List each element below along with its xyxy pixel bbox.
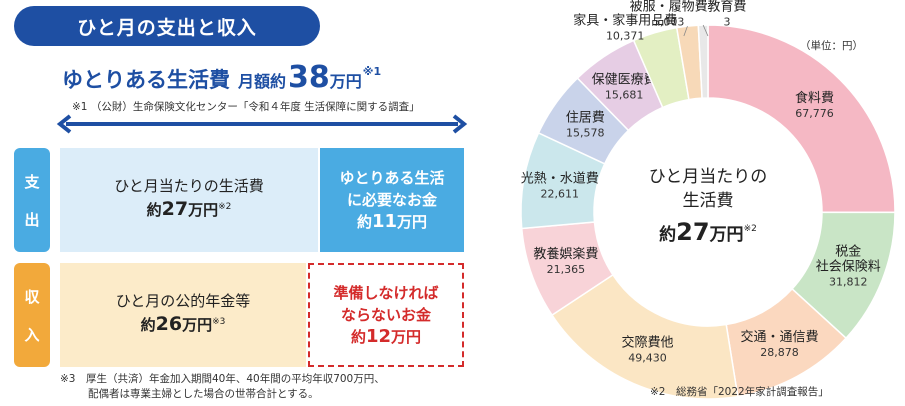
- income-tab-char-1: 収: [24, 287, 40, 306]
- footnote-3: ※3 厚生（共済）年金加入期間40年、40年間の平均年収700万円、 配偶者は専…: [60, 372, 385, 402]
- slice-name-furniture: 家具・家事用品費: [573, 13, 677, 29]
- prepare-amount: 約12万円: [350, 326, 422, 347]
- headline-number: 38: [288, 60, 330, 95]
- center-amount: 約27万円※2: [659, 218, 757, 246]
- slice-name-housing: 住居費: [566, 110, 605, 125]
- slice-value-clothing: 5,003: [653, 16, 685, 29]
- need-label-2: に必要なお金: [346, 191, 437, 209]
- living-cost-amount: 約27万円※2: [146, 198, 232, 220]
- slice-education: [697, 24, 709, 99]
- page-title: ひと月の支出と収入: [14, 6, 320, 46]
- slice-name-education: 教育費: [707, 0, 746, 15]
- headline-main: ゆとりある生活費: [62, 68, 230, 92]
- slice-value-food: 67,776: [795, 107, 834, 120]
- living-cost-label: ひと月当たりの生活費: [114, 177, 264, 195]
- need-label-1: ゆとりある生活: [339, 169, 445, 187]
- slice-value-housing: 15,578: [566, 126, 605, 139]
- slice-value-culture: 21,365: [547, 263, 586, 276]
- slice-name-food: 食料費: [795, 90, 834, 106]
- expense-tab: 支 出: [14, 148, 50, 252]
- footnote-3-line-1: ※3 厚生（共済）年金加入期間40年、40年間の平均年収700万円、: [60, 373, 385, 385]
- living-cost-box: ひと月当たりの生活費 約27万円※2: [60, 148, 318, 252]
- slice-name-medical: 保健医療費: [592, 72, 657, 87]
- income-tab-char-2: 入: [24, 325, 40, 344]
- slice-value-utilities: 22,611: [541, 187, 580, 200]
- slice-value-education: 3: [723, 16, 730, 29]
- need-amount: 約11万円: [356, 211, 428, 232]
- slice-value-transport: 28,878: [760, 346, 799, 359]
- headline-note: ※1: [362, 65, 382, 78]
- center-label-2: 生活費: [683, 191, 734, 211]
- unit-label: （単位：円）: [800, 40, 863, 52]
- footnote-3-line-2: 配偶者は専業主婦とした場合の世帯合計とする。: [88, 388, 319, 400]
- expense-tab-char-2: 出: [24, 210, 40, 229]
- slice-value-furniture: 10,371: [606, 30, 645, 43]
- double-arrow-icon: [56, 114, 468, 134]
- footnote-2: ※2 総務省「2022年家計調査報告」: [650, 386, 829, 398]
- slice-name-clothing: 被服・履物費: [630, 0, 708, 15]
- prepare-box: 準備しなければ ならないお金 約12万円: [308, 263, 464, 367]
- slice-value-medical: 15,681: [605, 88, 644, 101]
- leader-line-clothing: [683, 25, 688, 37]
- headline: ゆとりある生活費 月額約 38 万円 ※1: [62, 60, 462, 96]
- expense-tab-char-1: 支: [24, 172, 40, 191]
- need-box: ゆとりある生活 に必要なお金 約11万円: [320, 148, 464, 252]
- slice-food: [707, 24, 896, 214]
- pension-amount: 約26万円※3: [140, 313, 226, 335]
- pension-box: ひと月の公的年金等 約26万円※3: [60, 263, 306, 367]
- headline-unit: 万円: [329, 72, 362, 91]
- slice-name-social: 交際費他: [622, 334, 674, 350]
- slice-name-transport: 交通・通信費: [741, 329, 819, 345]
- slice-name-tax: 税金: [835, 244, 861, 260]
- footnote-1: ※1 （公財）生命保険文化センター「令和４年度 生活保障に関する調査」: [72, 101, 420, 113]
- pension-label: ひと月の公的年金等: [115, 292, 251, 310]
- slice-name-utilities: 光熱・水道費: [521, 171, 599, 186]
- prepare-label-2: ならないお金: [340, 306, 431, 324]
- slice-name-culture: 教養娯楽費: [533, 246, 598, 262]
- leader-line-education: [702, 24, 709, 37]
- slice-value-social: 49,430: [628, 351, 667, 364]
- headline-sub: 月額約: [238, 72, 287, 91]
- slice-name-tax: 社会保険料: [816, 259, 881, 275]
- center-label-1: ひと月当たりの: [649, 167, 768, 187]
- prepare-label-1: 準備しなければ: [333, 284, 439, 302]
- slice-value-tax: 31,812: [829, 276, 868, 289]
- income-tab: 収 入: [14, 263, 50, 367]
